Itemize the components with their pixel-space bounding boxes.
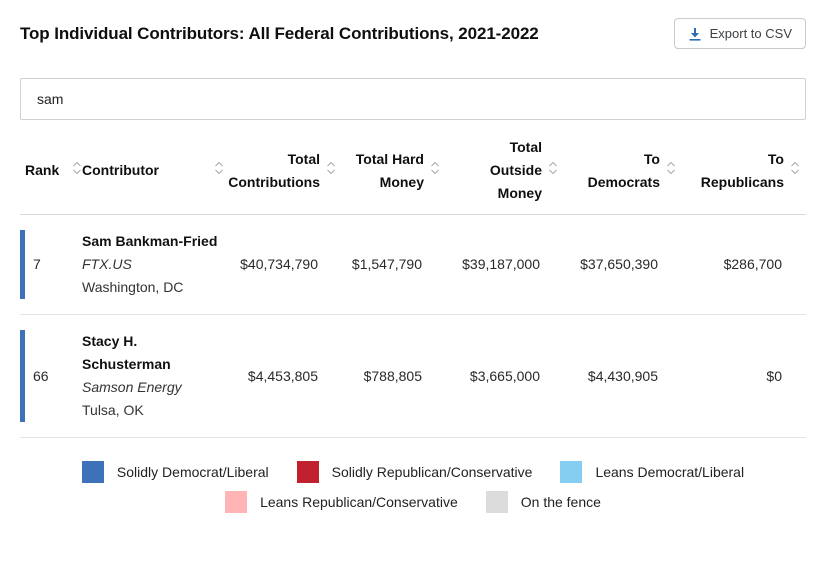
total-contributions-cell: $40,734,790 bbox=[240, 256, 318, 272]
total-outside-money-cell: $39,187,000 bbox=[462, 256, 540, 272]
contributor-name: Sam Bankman-Fried bbox=[82, 233, 218, 249]
contributor-name: Stacy H. Schusterman bbox=[82, 333, 171, 372]
legend-swatch bbox=[296, 461, 319, 483]
total-outside-money-cell: $3,665,000 bbox=[469, 367, 540, 384]
column-header-contributor[interactable]: Contributor bbox=[82, 159, 224, 182]
contributor-location: Tulsa, OK bbox=[82, 402, 144, 418]
table-row: 66 Stacy H. Schusterman Samson Energy Tu… bbox=[20, 315, 806, 438]
sort-icon[interactable] bbox=[548, 159, 558, 182]
legend-item-solidly-democrat: Solidly Democrat/Liberal bbox=[81, 461, 269, 483]
export-csv-label: Export to CSV bbox=[709, 26, 792, 41]
total-contributions-cell: $4,453,805 bbox=[247, 367, 318, 384]
contributors-table: Rank Contributor Total Contributions Tot… bbox=[20, 126, 806, 438]
search-input[interactable] bbox=[20, 78, 806, 120]
legend-row: Leans Republican/Conservative On the fen… bbox=[225, 491, 601, 513]
legend-label: Solidly Democrat/Liberal bbox=[116, 464, 269, 480]
column-header-to-republicans[interactable]: To Republicans bbox=[676, 148, 800, 194]
total-hard-money-cell: $1,547,790 bbox=[351, 256, 422, 272]
total-hard-money-cell: $788,805 bbox=[363, 367, 422, 384]
legend-item-on-the-fence: On the fence bbox=[485, 491, 601, 513]
top-bar: Top Individual Contributors: All Federal… bbox=[0, 0, 826, 49]
legend-label: Solidly Republican/Conservative bbox=[331, 464, 533, 480]
sort-icon[interactable] bbox=[666, 159, 676, 182]
download-icon bbox=[688, 27, 702, 41]
sort-icon[interactable] bbox=[790, 159, 800, 182]
contributor-cell: Sam Bankman-Fried FTX.US Washington, DC bbox=[82, 230, 224, 299]
party-legend: Solidly Democrat/Liberal Solidly Republi… bbox=[0, 461, 826, 513]
column-header-rank[interactable]: Rank bbox=[20, 159, 82, 182]
sort-icon[interactable] bbox=[326, 159, 336, 182]
column-header-total-outside-money[interactable]: Total Outside Money bbox=[440, 136, 558, 205]
party-affiliation-bar bbox=[20, 330, 25, 422]
to-democrats-cell: $37,650,390 bbox=[580, 256, 658, 272]
party-affiliation-bar bbox=[20, 230, 25, 299]
contributor-organization: Samson Energy bbox=[82, 379, 182, 395]
legend-label: Leans Democrat/Liberal bbox=[595, 464, 745, 480]
page-title: Top Individual Contributors: All Federal… bbox=[20, 23, 539, 43]
table-header-row: Rank Contributor Total Contributions Tot… bbox=[20, 126, 806, 215]
table-row: 7 Sam Bankman-Fried FTX.US Washington, D… bbox=[20, 215, 806, 315]
contributor-cell: Stacy H. Schusterman Samson Energy Tulsa… bbox=[82, 330, 224, 422]
sort-icon[interactable] bbox=[72, 159, 82, 182]
to-republicans-cell: $286,700 bbox=[723, 256, 782, 272]
legend-item-solidly-republican: Solidly Republican/Conservative bbox=[296, 461, 533, 483]
contributor-organization: FTX.US bbox=[82, 256, 132, 272]
contributor-location: Washington, DC bbox=[82, 279, 184, 295]
legend-swatch bbox=[485, 491, 508, 513]
legend-swatch bbox=[560, 461, 583, 483]
to-democrats-cell: $4,430,905 bbox=[587, 367, 658, 384]
legend-item-leans-republican: Leans Republican/Conservative bbox=[225, 491, 458, 513]
legend-label: Leans Republican/Conservative bbox=[260, 494, 458, 510]
rank-cell: 66 bbox=[33, 367, 49, 384]
sort-icon[interactable] bbox=[214, 159, 224, 182]
legend-label: On the fence bbox=[520, 494, 601, 510]
legend-swatch bbox=[225, 491, 248, 513]
sort-icon[interactable] bbox=[430, 159, 440, 182]
rank-cell: 7 bbox=[33, 256, 41, 272]
legend-swatch bbox=[81, 461, 104, 483]
legend-item-leans-democrat: Leans Democrat/Liberal bbox=[560, 461, 744, 483]
column-header-total-hard-money[interactable]: Total Hard Money bbox=[336, 148, 440, 194]
export-csv-button[interactable]: Export to CSV bbox=[673, 18, 806, 49]
legend-row: Solidly Democrat/Liberal Solidly Republi… bbox=[81, 461, 744, 483]
column-header-to-democrats[interactable]: To Democrats bbox=[558, 148, 676, 194]
to-republicans-cell: $0 bbox=[766, 367, 782, 384]
column-header-total-contributions[interactable]: Total Contributions bbox=[224, 148, 336, 194]
